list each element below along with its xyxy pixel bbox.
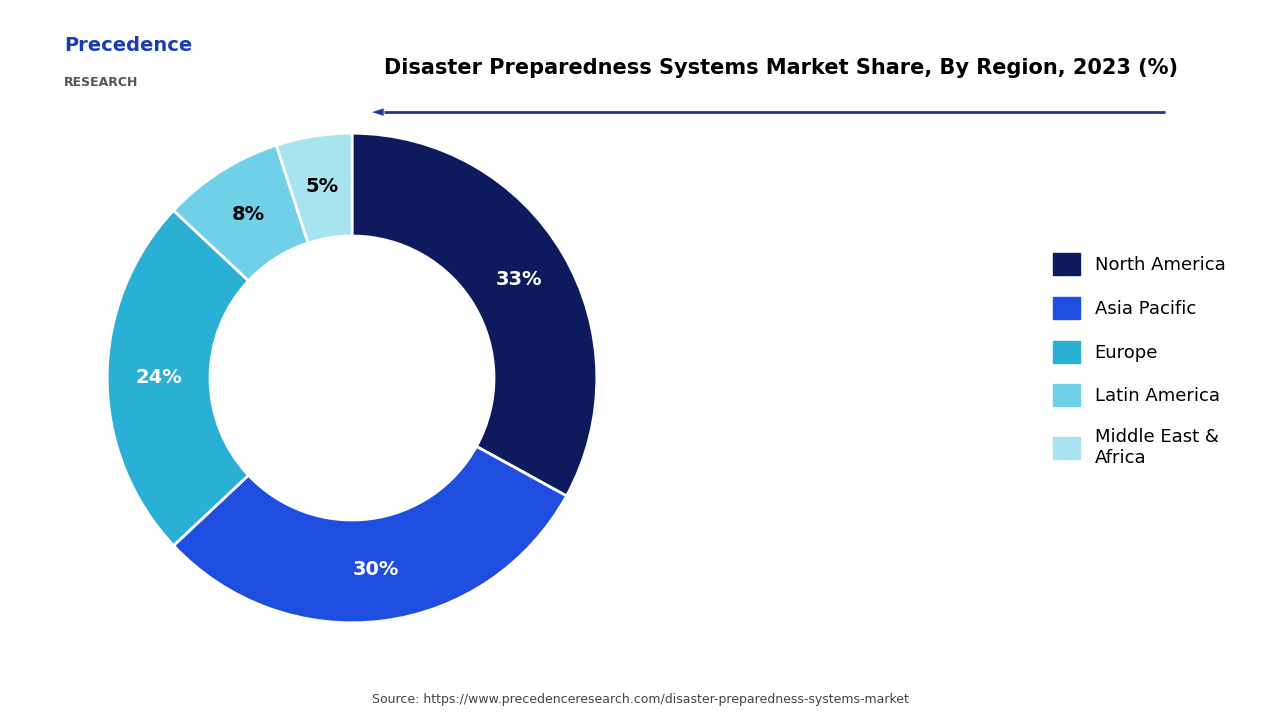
Text: 33%: 33% — [495, 270, 541, 289]
Text: 30%: 30% — [353, 560, 399, 580]
Text: 8%: 8% — [232, 205, 265, 224]
Text: RESEARCH: RESEARCH — [64, 76, 138, 89]
Wedge shape — [174, 446, 567, 623]
Text: ◄: ◄ — [371, 104, 384, 119]
Text: Precedence: Precedence — [64, 36, 192, 55]
Wedge shape — [108, 210, 248, 546]
Text: 24%: 24% — [136, 369, 182, 387]
Legend: North America, Asia Pacific, Europe, Latin America, Middle East &
Africa: North America, Asia Pacific, Europe, Lat… — [1046, 246, 1233, 474]
Text: Disaster Preparedness Systems Market Share, By Region, 2023 (%): Disaster Preparedness Systems Market Sha… — [384, 58, 1178, 78]
Wedge shape — [352, 133, 596, 496]
Wedge shape — [174, 145, 308, 281]
Text: Source: https://www.precedenceresearch.com/disaster-preparedness-systems-market: Source: https://www.precedenceresearch.c… — [371, 693, 909, 706]
Text: 5%: 5% — [305, 178, 338, 197]
Wedge shape — [276, 133, 352, 243]
